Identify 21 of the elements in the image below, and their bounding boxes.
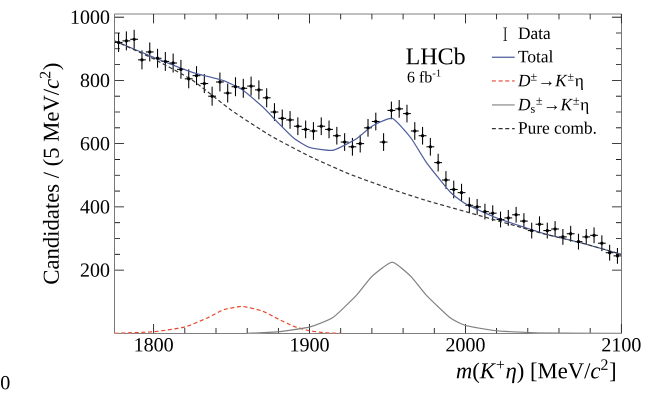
y-tick-label: 600 [80, 136, 110, 150]
text: m(K$^{+}$η) [MeV/c$^{2}$] [456, 359, 615, 384]
legend-label: D$_{s}$$^{±}$→K$^{±}$η [518, 98, 588, 114]
line-series [114, 306, 342, 334]
annotation: LHCb [406, 48, 465, 64]
legend-label: D$^{±}$→K$^{±}$η [518, 74, 583, 90]
y-axis-title: Candidates / (5 MeV/c$^{2}$) [40, 64, 64, 284]
y-tick-label: 1000 [72, 10, 110, 24]
line-series [246, 262, 622, 334]
y-tick-label: 400 [80, 200, 110, 214]
x-tick-label: 1900 [291, 338, 329, 352]
legend-label: Pure comb. [518, 122, 596, 134]
text: 0 [1, 376, 10, 390]
x-tick-label: 2100 [602, 338, 641, 352]
annotation: 6 fb$^{-1}$ [408, 69, 441, 82]
y-tick-label: 800 [80, 74, 110, 88]
x-tick-label: 1800 [135, 338, 173, 352]
y-tick-label: 200 [80, 263, 110, 277]
legend-label: Data [518, 28, 550, 40]
x-tick-label: 2000 [446, 338, 485, 352]
legend-label: Total [518, 50, 554, 62]
